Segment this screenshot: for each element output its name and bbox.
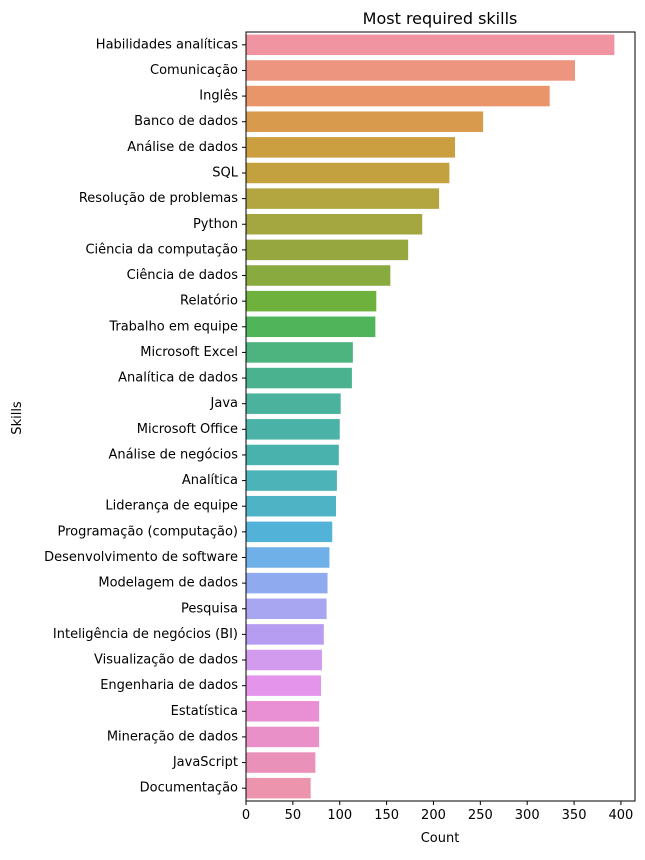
bar <box>246 60 576 81</box>
x-tick-label: 200 <box>421 808 446 823</box>
y-tick-label: Pesquisa <box>181 601 238 616</box>
x-tick-label: 300 <box>515 808 540 823</box>
y-tick-label: Programação (computação) <box>57 524 238 539</box>
x-tick-label: 250 <box>468 808 493 823</box>
y-tick-label: SQL <box>212 165 238 180</box>
bar <box>246 34 615 56</box>
y-tick-label: Comunicação <box>150 63 238 78</box>
bar <box>246 547 330 568</box>
bar <box>246 572 328 594</box>
bar <box>246 419 340 440</box>
bar <box>246 316 376 338</box>
x-tick-label: 350 <box>562 808 587 823</box>
chart-title: Most required skills <box>363 9 518 28</box>
bar <box>246 393 341 414</box>
bar <box>246 85 550 107</box>
bar <box>246 675 321 696</box>
bar <box>246 624 324 645</box>
y-tick-label: Desenvolvimento de software <box>44 550 238 565</box>
y-tick-label: JavaScript <box>172 755 238 770</box>
y-tick-label: Análise de negócios <box>108 447 238 462</box>
bars-group <box>246 34 615 799</box>
bar <box>246 342 353 363</box>
y-tick-label: Resolução de problemas <box>79 191 238 206</box>
y-tick-label: Analítica <box>182 473 238 488</box>
x-tick-label: 150 <box>374 808 399 823</box>
y-tick-label: Mineração de dados <box>107 729 238 744</box>
y-tick-label: Relatório <box>180 294 238 309</box>
plot-frame <box>245 31 636 802</box>
y-tick-label: Ciência da computação <box>85 242 238 257</box>
y-tick-label: Liderança de equipe <box>105 499 238 514</box>
bar <box>246 290 377 312</box>
bar <box>246 598 327 620</box>
bar <box>246 726 320 748</box>
y-axis-title: Skills <box>10 401 25 435</box>
bar <box>246 649 322 671</box>
y-tick-label: Estatística <box>171 704 238 719</box>
x-axis-title: Count <box>421 831 460 846</box>
bar <box>246 367 352 389</box>
y-axis-ticks: Habilidades analíticas Comunicação Inglês B… <box>44 37 246 796</box>
y-tick-label: Python <box>193 217 238 232</box>
y-tick-label: Inglês <box>199 89 238 104</box>
bar <box>246 137 456 158</box>
bar <box>246 777 311 799</box>
y-tick-label: Engenharia de dados <box>100 678 238 693</box>
bar <box>246 752 316 773</box>
x-tick-label: 400 <box>609 808 634 823</box>
y-tick-label: Microsoft Excel <box>140 345 238 360</box>
y-tick-label: Inteligência de negócios (BI) <box>53 627 238 642</box>
y-tick-label: Java <box>210 396 238 411</box>
bar <box>246 111 484 132</box>
bar <box>246 495 336 517</box>
bar <box>246 470 337 491</box>
bar <box>246 213 423 235</box>
x-tick-label: 0 <box>242 808 250 823</box>
y-tick-label: Habilidades analíticas <box>96 37 238 52</box>
y-tick-label: Ciência de dados <box>127 268 239 283</box>
bar <box>246 239 409 261</box>
bar <box>246 701 320 722</box>
y-tick-label: Analítica de dados <box>118 371 238 386</box>
bar <box>246 265 391 286</box>
bar <box>246 162 450 184</box>
y-tick-label: Documentação <box>140 781 238 796</box>
bar <box>246 521 333 543</box>
bar <box>246 444 339 466</box>
x-tick-label: 100 <box>327 808 352 823</box>
y-tick-label: Trabalho em equipe <box>108 319 238 334</box>
y-tick-label: Microsoft Office <box>137 422 238 437</box>
y-tick-label: Visualização de dados <box>94 653 238 668</box>
y-tick-label: Modelagem de dados <box>98 576 238 591</box>
y-tick-label: Banco de dados <box>134 114 238 129</box>
x-tick-label: 50 <box>285 808 302 823</box>
x-axis-ticks: 0 50 100 150 200 250 300 350 400 <box>242 801 633 823</box>
bar <box>246 188 440 209</box>
y-tick-label: Análise de dados <box>127 140 238 155</box>
